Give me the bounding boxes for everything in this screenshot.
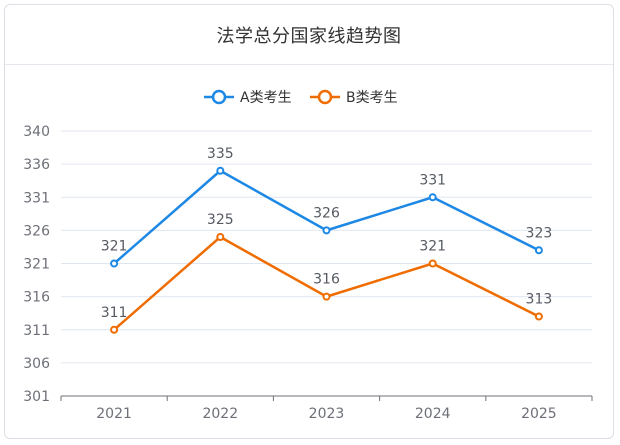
chart-title: 法学总分国家线趋势图	[216, 25, 402, 47]
data-point[interactable]	[110, 325, 119, 334]
data-label: 325	[207, 212, 234, 228]
y-tick-label: 340	[23, 124, 50, 140]
legend-marker[interactable]	[317, 89, 333, 105]
x-tick-label: 2024	[415, 406, 451, 422]
x-tick-label: 2022	[202, 406, 238, 422]
data-point[interactable]	[428, 193, 437, 202]
data-point[interactable]	[428, 259, 437, 268]
x-tick-label: 2021	[96, 406, 132, 422]
data-point[interactable]	[534, 246, 543, 255]
legend-marker[interactable]	[211, 89, 227, 105]
data-label: 326	[313, 205, 340, 221]
data-label: 313	[526, 292, 553, 308]
data-point[interactable]	[322, 292, 331, 301]
x-tick-label: 2025	[521, 406, 557, 422]
data-label: 316	[313, 272, 340, 288]
data-label: 331	[419, 172, 446, 188]
data-label: 321	[101, 239, 128, 255]
x-tick-label: 2023	[309, 406, 345, 422]
y-tick-label: 316	[23, 290, 50, 306]
data-point[interactable]	[534, 312, 543, 321]
y-tick-label: 336	[23, 157, 50, 173]
data-point[interactable]	[110, 259, 119, 268]
data-label: 311	[101, 305, 128, 321]
data-label: 335	[207, 146, 234, 162]
card-header: 法学总分国家线趋势图	[5, 5, 613, 65]
data-point[interactable]	[322, 226, 331, 235]
y-tick-label: 331	[23, 190, 50, 206]
y-tick-label: 321	[23, 257, 50, 273]
y-tick-label: 306	[23, 356, 50, 372]
data-label: 323	[526, 225, 553, 241]
data-point[interactable]	[216, 166, 225, 175]
data-point[interactable]	[216, 233, 225, 241]
y-tick-label: 326	[23, 223, 50, 239]
data-label: 321	[419, 239, 446, 255]
legend-label[interactable]: A类考生	[240, 90, 292, 106]
legend-label[interactable]: B类考生	[346, 90, 398, 106]
y-tick-label: 301	[23, 389, 50, 405]
y-tick-label: 311	[23, 323, 50, 339]
